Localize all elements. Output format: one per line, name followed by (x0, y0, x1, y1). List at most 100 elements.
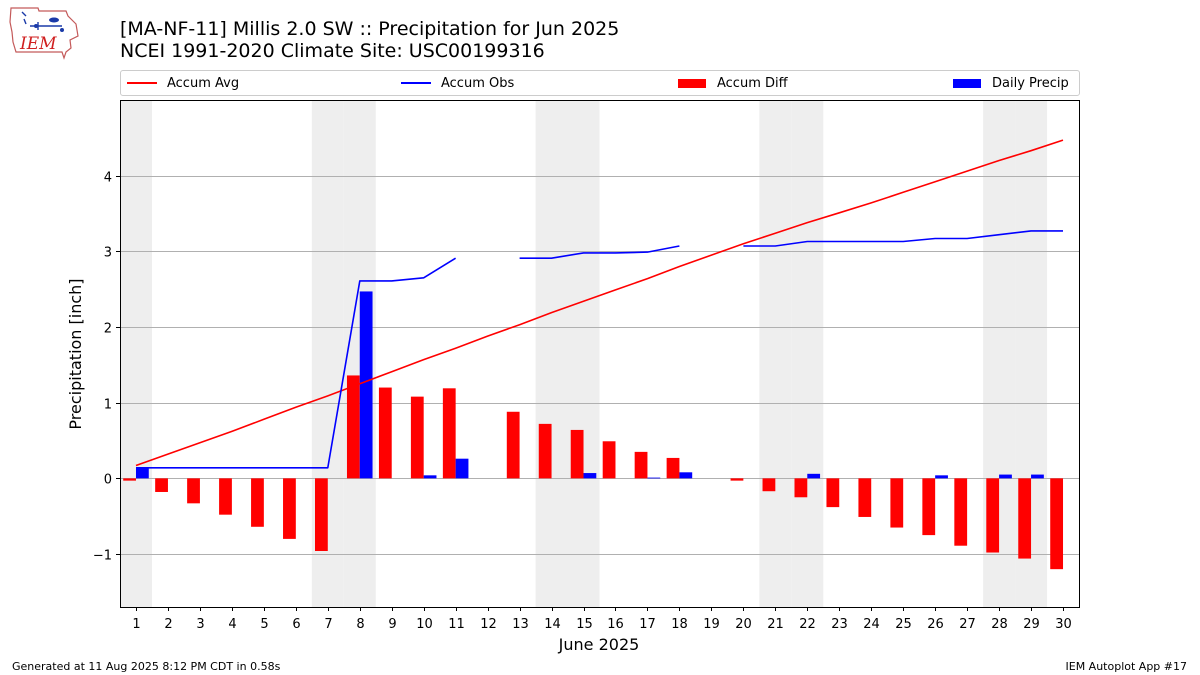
x-tick-label: 10 (416, 617, 433, 632)
footer-app: IEM Autoplot App #17 (1065, 660, 1188, 673)
daily-precip-bar-day-28 (999, 474, 1012, 479)
legend-swatch-accum-diff (678, 78, 706, 88)
legend-label-accum-diff: Accum Diff (717, 75, 788, 91)
x-tick-label: 23 (831, 617, 848, 632)
accum-diff-bar-day-14 (538, 423, 552, 479)
accum-diff-bar-day-16 (602, 441, 616, 479)
x-tick-label: 19 (703, 617, 720, 632)
legend-item-accum-diff: Accum Diff (678, 71, 788, 95)
accum-diff-bar-day-3 (187, 478, 200, 504)
x-tick-label: 3 (196, 617, 204, 632)
accum-diff-bar-day-1 (123, 478, 136, 481)
x-tick-label: 7 (324, 617, 332, 632)
accum-diff-bar-day-5 (251, 478, 264, 527)
y-tick-label: 0 (104, 473, 112, 488)
accum-diff-bar-day-9 (378, 387, 392, 479)
weekend-shade-day-21 (759, 100, 792, 607)
bar-series (123, 291, 1064, 570)
accum-diff-bar-day-30 (1050, 478, 1064, 570)
daily-precip-bar-day-22 (807, 473, 821, 479)
y-axis-label: Precipitation [inch] (66, 278, 85, 429)
accum-diff-bar-day-10 (410, 396, 424, 479)
accum-diff-bar-day-28 (986, 478, 1000, 553)
daily-precip-bar-day-15 (583, 473, 597, 479)
x-tick-label: 20 (735, 617, 752, 632)
chart-subtitle: NCEI 1991-2020 Climate Site: USC00199316 (120, 40, 545, 62)
plot-frame (120, 100, 1080, 608)
x-tick-label: 15 (576, 617, 593, 632)
accum-diff-bar-day-20 (730, 478, 744, 481)
accum-diff-bar-day-27 (954, 478, 968, 546)
x-tick-label: 30 (1055, 617, 1072, 632)
daily-precip-bar-day-17 (647, 477, 661, 479)
accum-avg-line-segment-1 (135, 139, 1064, 467)
x-tick-label: 4 (228, 617, 236, 632)
x-tick-label: 26 (927, 617, 944, 632)
x-tick-label: 17 (639, 617, 656, 632)
legend-label-daily-precip: Daily Precip (992, 75, 1069, 91)
x-tick-label: 25 (895, 617, 912, 632)
x-tick-label: 13 (512, 617, 529, 632)
weekend-shade-day-14 (535, 100, 568, 607)
daily-precip-bar-day-11 (455, 458, 469, 479)
legend-item-accum-avg: Accum Avg (127, 71, 239, 95)
legend-swatch-accum-obs (401, 82, 431, 84)
daily-precip-bar-day-8 (359, 291, 373, 479)
footer-generated: Generated at 11 Aug 2025 8:12 PM CDT in … (12, 660, 281, 673)
legend-label-accum-avg: Accum Avg (167, 75, 240, 91)
accum-diff-bar-day-11 (442, 388, 456, 479)
y-tick-label: −1 (93, 549, 112, 564)
daily-precip-bar-day-29 (1031, 474, 1044, 479)
legend-swatch-accum-avg (127, 82, 157, 84)
accum-diff-bar-day-29 (1018, 478, 1032, 559)
x-tick-label: 2 (164, 617, 172, 632)
x-tick-label: 8 (356, 617, 364, 632)
weekend-shade-day-1 (120, 100, 152, 607)
y-tick-label: 2 (104, 322, 112, 337)
accum-diff-bar-day-13 (506, 411, 520, 479)
weekend-shade-day-15 (567, 100, 600, 607)
accum-obs-line-segment-1 (136, 257, 457, 469)
accum-diff-bar-day-18 (666, 457, 680, 479)
daily-precip-bar-day-26 (935, 475, 948, 479)
accum-diff-bar-day-24 (858, 478, 872, 517)
y-gridlines (120, 176, 1079, 555)
x-tick-label: 18 (671, 617, 688, 632)
x-tick-label: 22 (799, 617, 816, 632)
accum-diff-bar-day-7 (314, 478, 328, 552)
accum-diff-bar-day-6 (283, 478, 296, 539)
x-tick-label: 5 (260, 617, 268, 632)
accum-diff-bar-day-8 (346, 375, 360, 479)
logo-text: IEM (19, 34, 57, 54)
accum-diff-bar-day-23 (826, 478, 840, 508)
accum-obs-line-segment-2 (519, 245, 680, 260)
legend-item-accum-obs: Accum Obs (401, 71, 514, 95)
legend-swatch-daily-precip (953, 78, 981, 88)
x-tick-label: 6 (292, 617, 300, 632)
accum-diff-bar-day-26 (922, 478, 936, 536)
y-tick-label: 3 (104, 246, 112, 261)
x-tick-label: 12 (480, 617, 497, 632)
weekend-shade-day-22 (791, 100, 824, 607)
legend-label-accum-obs: Accum Obs (441, 75, 515, 91)
legend-item-daily-precip: Daily Precip (953, 71, 1069, 95)
x-tick-label: 1 (132, 617, 140, 632)
x-tick-label: 14 (544, 617, 561, 632)
iem-logo: IEM (9, 7, 79, 60)
accum-diff-bar-day-4 (219, 478, 232, 515)
accum-diff-bar-day-25 (890, 478, 904, 528)
x-tick-label: 28 (991, 617, 1008, 632)
accum-diff-bar-day-15 (570, 429, 584, 479)
x-axis-label: June 2025 (558, 635, 640, 654)
daily-precip-bar-day-10 (423, 475, 437, 479)
y-tick-label: 4 (104, 171, 112, 186)
daily-precip-bar-day-1 (135, 467, 149, 479)
x-tick-label: 29 (1023, 617, 1040, 632)
x-tick-label: 27 (959, 617, 976, 632)
x-tick-label: 9 (388, 617, 396, 632)
accum-diff-bar-day-21 (762, 478, 776, 492)
x-tick-label: 24 (863, 617, 880, 632)
accum-diff-bar-day-22 (794, 478, 808, 498)
